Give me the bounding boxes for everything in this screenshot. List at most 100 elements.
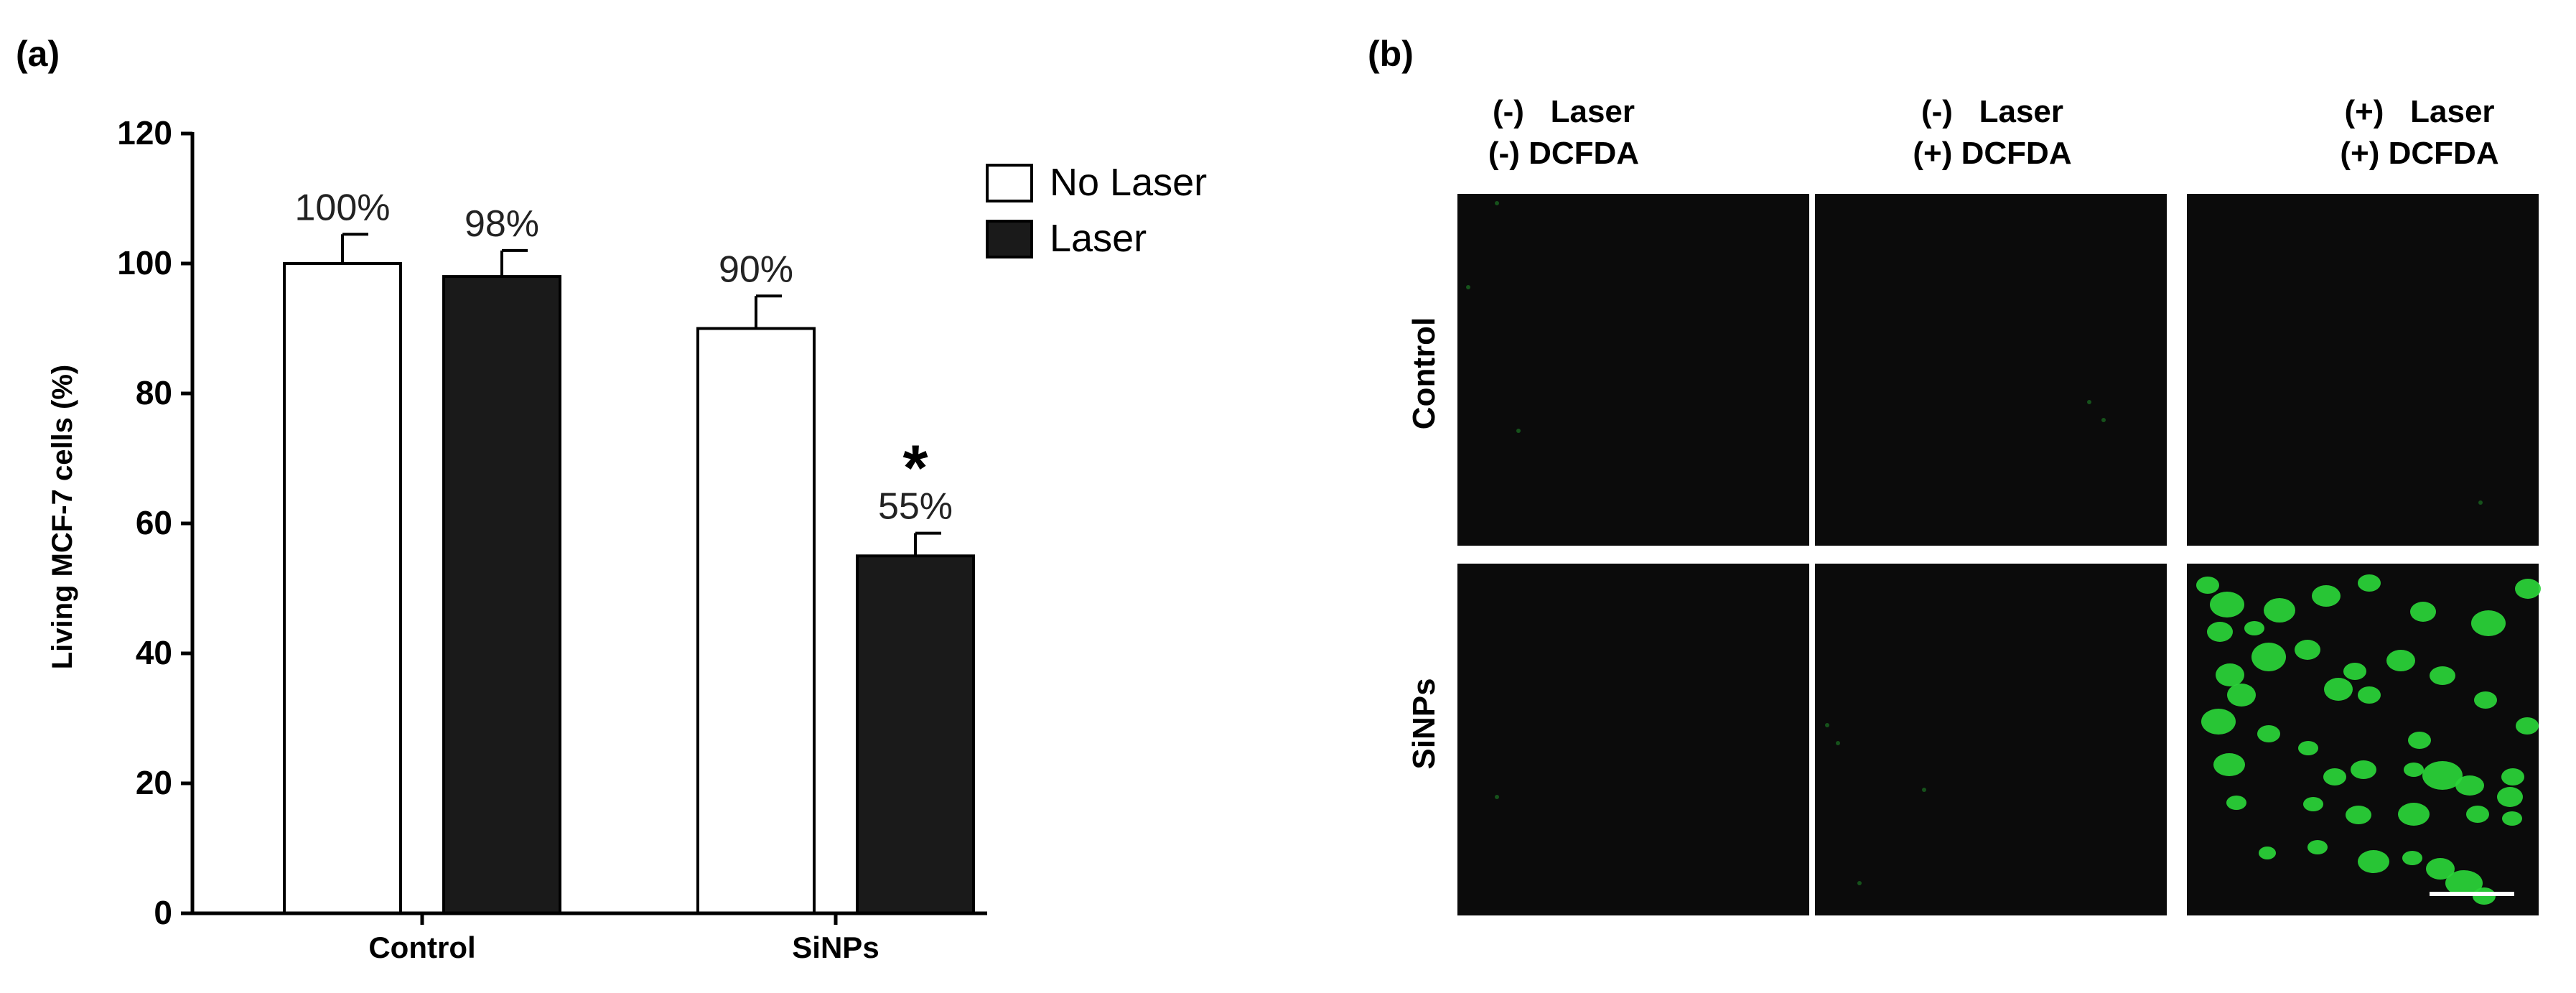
fluorescent-cell [2307,840,2328,854]
y-tick-label: 100 [117,244,172,281]
fluorescent-cell [2501,768,2524,785]
micrograph-sinps-no-laser-no-dcfda [1457,564,1809,915]
fluorescent-cells [2196,574,2541,905]
row-label-sinps: SiNPs [1406,678,1442,769]
fluorescent-cell [2346,806,2371,824]
fluorescent-cell [2358,850,2389,873]
y-tick-label: 120 [117,114,172,151]
faint-dot [1516,429,1521,433]
data-label: 100% [295,187,391,228]
fluorescent-cell [2196,577,2219,594]
faint-dot [1857,881,1862,885]
fluorescent-cell [2201,709,2236,735]
fluorescent-cell [2257,725,2280,742]
fluorescent-cell [2259,847,2276,859]
fluorescent-cell [2207,622,2233,642]
fluorescent-cell [2410,602,2436,622]
data-label: 90% [719,248,793,290]
fluorescent-cell [2351,760,2376,779]
fluorescent-cell [2497,787,2523,807]
fluorescent-cell [2516,717,2539,735]
microscopy-panel: (-) Laser (-) DCFDA (-) Laser (+) DCFDA … [1406,94,2541,915]
fluorescent-cell [2455,775,2484,796]
y-tick-label: 40 [136,634,172,671]
fluorescent-cell [2386,650,2415,671]
y-tick-label: 20 [136,764,172,801]
x-tick-label: Control [368,931,475,964]
faint-dot [1466,285,1470,289]
fluorescent-cell [2515,579,2541,599]
fluorescent-cell [2474,691,2497,709]
fluorescent-cell [2210,592,2244,617]
column-header-2-line1: (-) Laser [1921,94,2063,129]
fluorescent-cell [2216,663,2244,686]
faint-dot [1495,795,1499,799]
fluorescent-cell [2404,763,2424,777]
legend: No Laser Laser [986,161,1207,260]
y-tick-label: 60 [136,504,172,541]
panel-b-label: (b) [1368,34,1414,74]
data-label: 98% [465,203,539,245]
fluorescent-cell [2227,684,2256,707]
fluorescent-cell [2226,796,2246,810]
fluorescent-cell [2213,753,2245,776]
fluorescent-cell [2324,678,2353,701]
legend-label-no-laser: No Laser [1050,161,1207,204]
legend-label-laser: Laser [1050,217,1147,260]
faint-dot [1495,201,1499,205]
fluorescent-cell [2408,732,2431,749]
y-tick-label: 80 [136,374,172,411]
legend-swatch-laser [986,220,1033,258]
y-axis-ticks: 0 20 40 60 80 100 120 [117,114,192,931]
y-axis-label: Living MCF-7 cells (%) [47,365,78,670]
bar-sinps-laser [856,554,975,915]
data-label: 55% [878,486,953,528]
faint-dot [2101,418,2106,422]
fluorescent-cell [2502,811,2522,826]
fluorescent-cell [2466,806,2489,823]
fluorescent-cell [2264,598,2295,623]
fluorescent-cell [2422,761,2463,790]
micrograph-control-no-laser-no-dcfda [1457,194,1809,546]
fluorescent-cell [2430,666,2455,685]
x-tick-label: SiNPs [792,931,879,964]
fluorescent-cell [2244,621,2264,635]
fluorescent-cell [2298,741,2318,755]
y-tick-label: 0 [154,894,172,931]
column-header-2-line2: (+) DCFDA [1913,136,2071,171]
bar-chart: Living MCF-7 cells (%) 0 20 40 60 80 100 120 1… [47,114,1207,964]
fluorescent-cell [2303,797,2323,811]
panel-a-label: (a) [16,34,60,74]
row-label-control: Control [1406,317,1442,429]
fluorescent-cell [2471,610,2506,636]
fluorescent-cell [2343,663,2366,680]
faint-dot [1922,788,1926,792]
column-header-3-line2: (+) DCFDA [2340,136,2498,171]
fluorescent-cell [2402,851,2422,865]
fluorescent-cell [2323,768,2346,785]
fluorescent-cell [2445,870,2483,896]
bars: 100% 98% 90% 55% [283,187,975,915]
column-header-1-line2: (-) DCFDA [1488,136,1639,171]
faint-dot [2478,500,2483,505]
faint-dot [1836,741,1840,745]
column-header-3-line1: (+) Laser [2344,94,2494,129]
legend-swatch-no-laser [986,164,1033,202]
micrograph-control-no-laser-dcfda [1815,194,2167,546]
micrograph-sinps-no-laser-dcfda [1815,564,2167,915]
micrograph-control-laser-dcfda [2187,194,2539,546]
fluorescent-cell [2426,858,2455,880]
bar-sinps-no-laser [696,327,816,915]
fluorescent-cell [2398,803,2430,826]
significance-asterisk: * [902,433,928,505]
column-header-1-line1: (-) Laser [1493,94,1635,129]
fluorescent-cell [2358,574,2381,592]
x-axis-ticks: Control SiNPs [368,913,879,964]
faint-dot [2087,400,2091,404]
fluorescent-cell [2251,643,2286,671]
fluorescent-cell [2295,640,2320,660]
faint-dot [1825,723,1829,727]
bar-control-laser [442,275,561,915]
